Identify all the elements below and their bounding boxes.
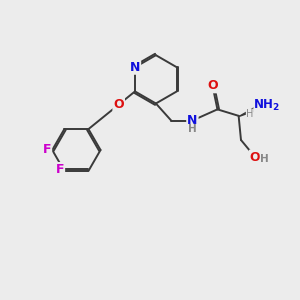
- Polygon shape: [239, 103, 264, 116]
- Text: N: N: [187, 114, 198, 127]
- Text: N: N: [130, 61, 140, 74]
- Text: H: H: [188, 124, 197, 134]
- Text: F: F: [43, 143, 51, 157]
- Text: F: F: [56, 163, 64, 176]
- Text: H: H: [246, 109, 253, 119]
- Text: O: O: [250, 151, 260, 164]
- Text: NH: NH: [254, 98, 274, 111]
- Text: 2: 2: [273, 103, 279, 112]
- Text: H: H: [260, 154, 269, 164]
- Text: O: O: [113, 98, 124, 111]
- Text: O: O: [208, 79, 218, 92]
